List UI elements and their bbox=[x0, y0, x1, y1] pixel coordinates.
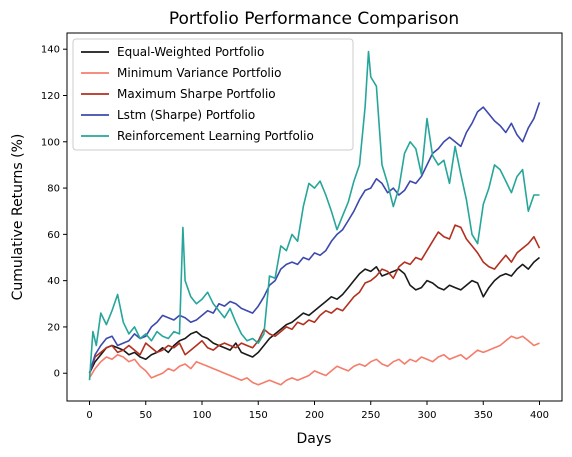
y-axis-label: Cumulative Returns (%) bbox=[10, 134, 26, 301]
y-tick-label: 100 bbox=[41, 137, 60, 148]
series-line-3 bbox=[90, 225, 540, 373]
x-tick-label: 150 bbox=[249, 410, 268, 421]
x-tick-label: 100 bbox=[192, 410, 211, 421]
x-tick-label: 400 bbox=[530, 410, 549, 421]
x-tick-label: 0 bbox=[86, 410, 92, 421]
x-axis-label: Days bbox=[297, 431, 332, 447]
x-tick-label: 200 bbox=[305, 410, 324, 421]
y-tick-label: 60 bbox=[47, 230, 60, 241]
x-tick-label: 300 bbox=[417, 410, 436, 421]
x-axis: 0 50 100 150 200 250 300 350 400 bbox=[86, 401, 549, 421]
y-tick-label: 140 bbox=[41, 45, 60, 56]
y-tick-label: 120 bbox=[41, 91, 60, 102]
x-tick-label: 50 bbox=[139, 410, 152, 421]
legend-entry: Equal-Weighted Portfolio bbox=[117, 45, 264, 59]
y-tick-label: 0 bbox=[54, 369, 60, 380]
series-line-1 bbox=[90, 258, 540, 374]
y-axis: 0 20 40 60 80 100 120 140 bbox=[41, 45, 67, 380]
chart-title: Portfolio Performance Comparison bbox=[169, 9, 459, 29]
legend-entry: Minimum Variance Portfolio bbox=[117, 66, 281, 80]
legend-entry: Maximum Sharpe Portfolio bbox=[117, 87, 276, 101]
x-tick-label: 250 bbox=[361, 410, 380, 421]
y-tick-label: 80 bbox=[47, 184, 60, 195]
series-line-2 bbox=[90, 336, 540, 385]
y-tick-label: 20 bbox=[47, 322, 60, 333]
legend-entry: Reinforcement Learning Portfolio bbox=[117, 129, 314, 143]
legend-entry: Lstm (Sharpe) Portfolio bbox=[117, 108, 255, 122]
y-tick-label: 40 bbox=[47, 276, 60, 287]
x-tick-label: 350 bbox=[474, 410, 493, 421]
legend: Equal-Weighted Portfolio Minimum Variance… bbox=[73, 39, 353, 150]
